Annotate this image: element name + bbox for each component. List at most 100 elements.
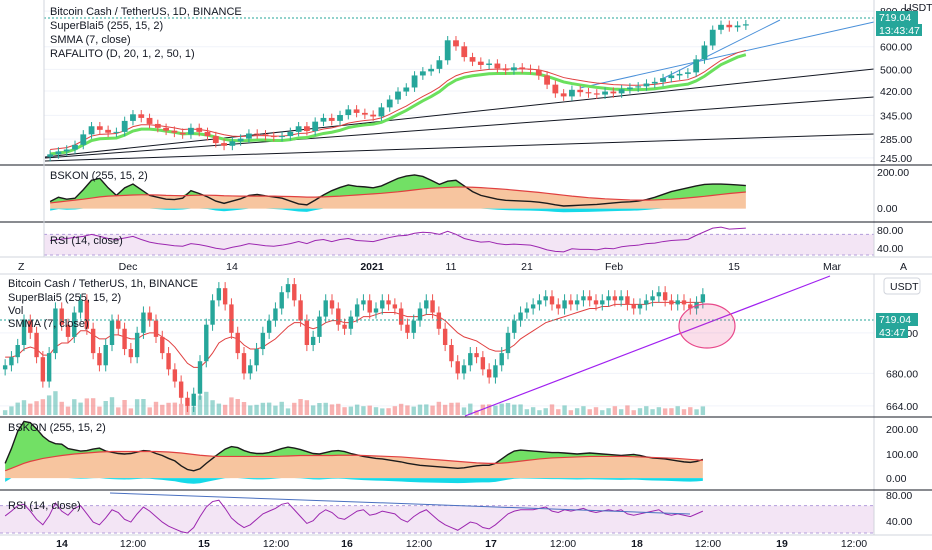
bottom-candle [493,365,498,378]
volume-bar [336,403,341,415]
top-candle [635,86,642,88]
bottom-x-tick: 16 [341,538,353,550]
bottom-smma-path [5,301,703,368]
volume-bar [493,405,498,415]
top-bskon-cyan-fill [50,208,746,213]
top-x-tick: 21 [521,261,533,273]
bottom-bskon-cyan-fill [5,478,703,484]
top-candle [80,134,87,145]
top-x-tick: 2021 [360,261,384,273]
volume-bars [2,391,706,415]
top-rsi-label: RSI (14, close) [50,235,123,247]
bottom-x-tick: 12:00 [120,538,146,550]
bottom-candle [273,308,278,321]
top-candle [295,126,302,132]
top-candle [47,154,54,157]
volume-bar [644,406,649,415]
volume-bar [40,399,46,415]
bottom-candle [260,332,266,350]
top-candle [593,93,600,95]
bottom-candle [9,357,14,366]
trendline-3[interactable] [44,133,875,162]
volume-bar [348,406,354,415]
bottom-candle [128,349,134,358]
bottom-candle [348,316,354,329]
bottom-candle [474,353,479,358]
bottom-bskon-tick-100: 100.00 [886,449,918,461]
bottom-candle [593,300,599,305]
volume-bar [549,404,555,415]
volume-bar [109,397,115,415]
volume-bar [581,406,586,415]
trendline-2[interactable] [44,96,875,159]
bottom-bskon-orange-fill [5,451,703,479]
bottom-candle [468,353,473,366]
auto-a-button[interactable]: A [900,261,907,273]
volume-bar [392,406,398,415]
volume-bar [103,401,108,415]
top-candle [486,63,493,65]
trendline-1[interactable] [44,68,875,158]
top-x-tick: Dec [119,261,138,273]
top-candle [668,75,675,79]
bottom-candle [329,300,335,309]
bottom-candle [480,357,486,370]
bottom-candle [317,316,322,337]
top-rsi-line [50,226,746,253]
bottom-currency-box[interactable] [883,277,921,295]
bottom-rsi-tick-80: 80.00 [886,490,912,502]
bottom-candle [612,296,618,301]
volume-bar [97,406,102,415]
top-candle [519,67,526,69]
top-candle [684,72,691,74]
volume-bar [461,407,467,415]
bottom-candle [455,361,460,374]
top-x-axis: Dec 14 2021 11 21 Feb 15 Mar [119,261,842,273]
volume-bar [669,408,674,415]
volume-bar [342,407,347,415]
bottom-candle [581,296,586,301]
bottom-candle [398,308,404,325]
top-candle [88,126,95,135]
bottom-countdown-badge: 43:47 [879,327,905,339]
top-candle [320,117,327,122]
volume-bar [662,408,668,415]
bottom-candle [141,312,146,333]
bottom-candle [656,292,662,297]
trendline-blue-long[interactable] [579,21,875,89]
bottom-candle [681,300,687,305]
top-candle [693,59,700,73]
bottom-candle [216,288,222,301]
bottom-candle [530,304,536,309]
bottom-candle [537,300,542,305]
bottom-candle [248,365,253,374]
volume-bar [235,399,240,415]
bottom-candle [2,365,8,370]
volume-bar [354,404,360,415]
bottom-bskon-green-fill [5,421,703,471]
volume-bar [134,399,140,415]
bottom-candle [279,292,284,309]
volume-bar [84,398,90,415]
bottom-candle [210,300,215,325]
bottom-candle [461,365,467,374]
top-price-badge: 719.04 [879,12,911,24]
highlight-circle[interactable] [678,303,736,349]
top-candle [444,40,451,61]
top-candle [643,83,650,87]
bottom-y-tick: 664.00 [886,401,918,413]
volume-bar [46,395,52,415]
zoom-z-button[interactable]: Z [18,261,25,273]
volume-bar [424,404,429,415]
bottom-candle [505,332,511,354]
support-trendline[interactable] [464,275,831,417]
top-candle [361,112,368,115]
rsi-trendline[interactable] [109,492,691,515]
volume-bar [21,400,27,415]
bottom-candle [285,284,291,293]
volume-bar [166,402,171,415]
top-rsi-band [44,234,874,255]
top-candle [121,120,128,132]
top-candle [370,114,377,117]
